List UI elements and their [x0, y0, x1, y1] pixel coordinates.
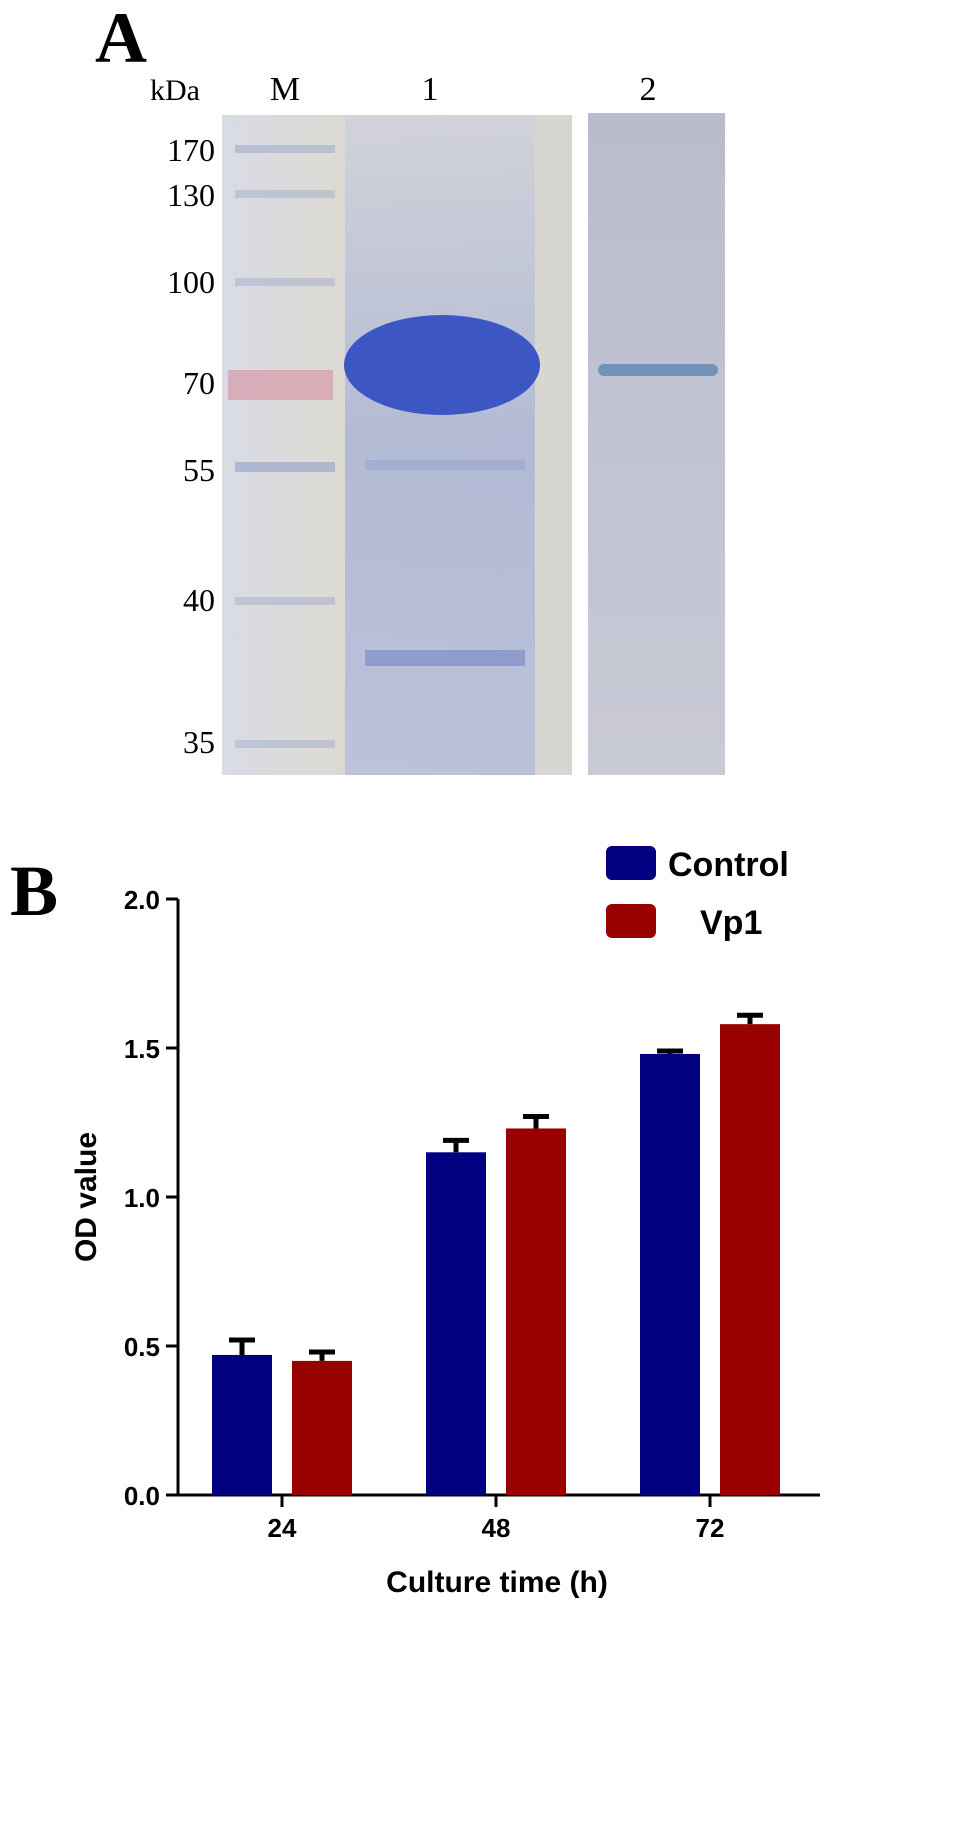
y-tick-label: 1.0 — [124, 1183, 160, 1213]
bar — [506, 1128, 566, 1495]
y-tick-label: 0.5 — [124, 1332, 160, 1362]
legend-swatch — [606, 904, 656, 938]
x-tick-label: 48 — [482, 1513, 511, 1543]
legend-label: Vp1 — [700, 904, 762, 942]
gel-image — [222, 113, 725, 775]
lane-label: M — [270, 71, 300, 108]
marker-label: 100 — [167, 264, 215, 300]
bar — [292, 1360, 352, 1495]
marker-label: 35 — [183, 724, 215, 760]
panel-label: B — [10, 851, 58, 931]
error-bar — [443, 1137, 469, 1153]
legend-label: Control — [668, 846, 789, 884]
panel-label: A — [95, 0, 147, 78]
error-bar — [523, 1114, 549, 1129]
unit-label: kDa — [150, 74, 200, 107]
legend-swatch — [606, 846, 656, 880]
x-tick-label: 72 — [696, 1513, 725, 1543]
bar — [640, 1053, 700, 1495]
x-tick-label: 24 — [268, 1513, 297, 1543]
marker-label: 40 — [183, 582, 215, 618]
marker-label: 55 — [183, 452, 215, 488]
x-axis-title: Culture time (h) — [386, 1566, 608, 1599]
error-bar — [657, 1048, 683, 1054]
lane-label: 1 — [422, 71, 439, 108]
marker-label: 70 — [183, 365, 215, 401]
y-tick-label: 2.0 — [124, 885, 160, 915]
bar — [212, 1354, 272, 1495]
bar — [426, 1152, 486, 1495]
bar — [720, 1024, 780, 1495]
marker-label: 170 — [167, 132, 215, 168]
y-tick-label: 1.5 — [124, 1034, 160, 1064]
error-bar — [229, 1337, 255, 1355]
lane-label: 2 — [640, 71, 657, 108]
y-axis-title: OD value — [70, 1132, 103, 1262]
y-tick-label: 0.0 — [124, 1481, 160, 1511]
error-bar — [309, 1349, 335, 1361]
error-bar — [737, 1012, 763, 1025]
marker-label: 130 — [167, 177, 215, 213]
